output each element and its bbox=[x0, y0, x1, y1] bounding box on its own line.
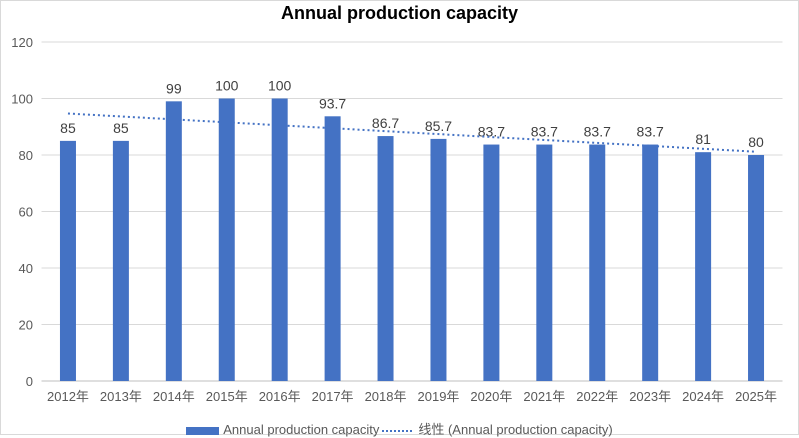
data-label: 83.7 bbox=[637, 124, 664, 140]
legend-swatch-trendline bbox=[382, 429, 413, 432]
data-label: 81 bbox=[695, 131, 711, 147]
x-tick-label: 2023年 bbox=[629, 389, 671, 404]
bar bbox=[536, 144, 553, 381]
bar bbox=[748, 155, 765, 381]
data-label: 83.7 bbox=[478, 124, 505, 140]
x-tick-label: 2016年 bbox=[259, 389, 301, 404]
x-tick-label: 2022年 bbox=[576, 389, 618, 404]
bar bbox=[642, 144, 659, 381]
bar bbox=[324, 116, 341, 382]
data-label: 85.7 bbox=[425, 118, 452, 134]
legend-label-trendline: 线性 (Annual production capacity) bbox=[418, 422, 613, 437]
data-label: 100 bbox=[215, 78, 239, 94]
bar bbox=[377, 136, 394, 381]
y-tick-label: 100 bbox=[11, 92, 33, 107]
x-tick-label: 2021年 bbox=[523, 389, 565, 404]
data-label: 80 bbox=[748, 134, 764, 150]
data-label: 100 bbox=[268, 78, 292, 94]
y-tick-label: 80 bbox=[19, 148, 33, 163]
y-tick-label: 60 bbox=[19, 205, 33, 220]
data-label: 86.7 bbox=[372, 115, 399, 131]
x-tick-label: 2020年 bbox=[470, 389, 512, 404]
bar bbox=[59, 140, 76, 381]
y-tick-label: 120 bbox=[11, 35, 33, 50]
x-tick-label: 2017年 bbox=[312, 389, 354, 404]
x-tick-label: 2025年 bbox=[735, 389, 777, 404]
bar bbox=[112, 140, 129, 381]
data-label: 83.7 bbox=[584, 124, 611, 140]
x-tick-label: 2024年 bbox=[682, 389, 724, 404]
x-tick-label: 2015年 bbox=[206, 389, 248, 404]
data-label: 93.7 bbox=[319, 95, 346, 111]
x-tick-label: 2014年 bbox=[153, 389, 195, 404]
bar bbox=[589, 144, 606, 381]
legend-label-series: Annual production capacity bbox=[223, 422, 380, 437]
x-tick-label: 2018年 bbox=[365, 389, 407, 404]
bar bbox=[483, 144, 500, 381]
bar bbox=[695, 152, 712, 381]
x-tick-label: 2012年 bbox=[47, 389, 89, 404]
y-tick-label: 40 bbox=[19, 261, 33, 276]
x-tick-label: 2013年 bbox=[100, 389, 142, 404]
data-label: 99 bbox=[166, 80, 182, 96]
bar bbox=[430, 138, 447, 381]
bar bbox=[271, 98, 288, 381]
data-label: 85 bbox=[113, 120, 129, 136]
chart-title: Annual production capacity bbox=[280, 3, 519, 23]
legend-swatch-bar bbox=[186, 426, 220, 435]
bar bbox=[218, 98, 235, 381]
data-label: 83.7 bbox=[531, 124, 558, 140]
y-tick-label: 20 bbox=[19, 318, 33, 333]
x-tick-label: 2019年 bbox=[418, 389, 460, 404]
data-label: 85 bbox=[60, 120, 76, 136]
legend: Annual production capacity 线性 (Annual pro… bbox=[1, 419, 798, 438]
y-tick-label: 0 bbox=[26, 374, 33, 389]
bar bbox=[165, 101, 182, 381]
